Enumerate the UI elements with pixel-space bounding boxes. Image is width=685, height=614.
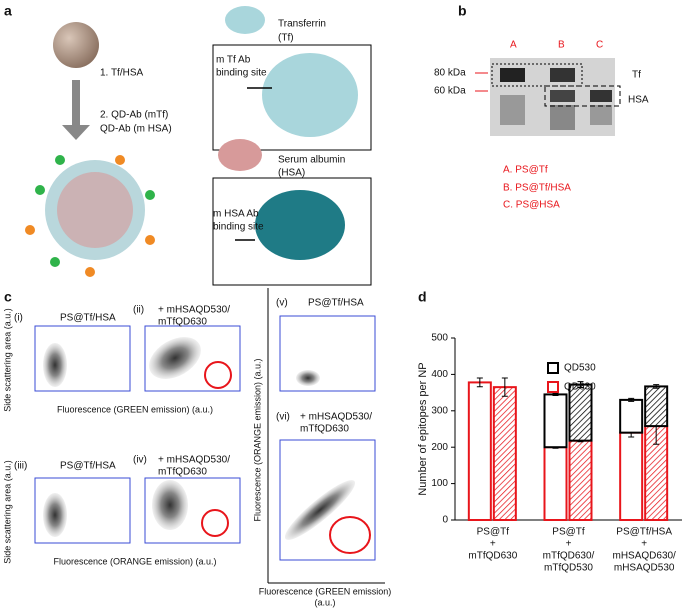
step: 2. QD-Ab (mTf)	[100, 110, 168, 121]
plot-title: + mHSAQD530/	[158, 455, 230, 466]
error-bar	[653, 384, 660, 389]
label: m HSA Ab	[213, 209, 259, 220]
bar	[543, 446, 568, 522]
x-tick-label: PS@Tf	[552, 527, 585, 538]
box	[212, 177, 372, 286]
legend-label: QD530	[564, 363, 596, 374]
plot-title: mTfQD630	[158, 317, 207, 328]
x-tick-label: mTfQD630	[468, 551, 517, 562]
axis-label: Side scattering area (a.u.)	[2, 460, 12, 564]
step: 1. Tf/HSA	[100, 68, 143, 79]
bar	[619, 431, 644, 522]
plot-title: mTfQD630	[158, 467, 207, 478]
corona	[57, 172, 133, 248]
lane-label: B	[558, 40, 565, 51]
y-tick-label: 300	[431, 405, 448, 416]
x-tick-label: +	[641, 539, 647, 550]
marker: 60 kDa	[434, 86, 466, 97]
lane-label: C	[596, 40, 603, 51]
x-tick-label: +	[566, 539, 572, 550]
panel-label: b	[458, 3, 467, 19]
label: m Tf Ab	[216, 55, 251, 66]
label: Serum albumin	[278, 155, 345, 166]
x-tick-label: PS@Tf	[477, 527, 510, 538]
plot-tag: (iii)	[14, 461, 27, 472]
panel-a: 1. Tf/HSA 2. QD-Ab (mTf) QD-Ab (m HSA) T…	[25, 6, 372, 286]
x-tick-label: mTfQD530	[544, 563, 593, 574]
y-tick-label: 400	[431, 369, 448, 380]
legend: C. PS@HSA	[503, 200, 560, 211]
band-label: Tf	[632, 70, 641, 81]
plot-title: PS@Tf/HSA	[308, 298, 364, 309]
protein	[255, 190, 345, 260]
axis-label: Side scattering area (a.u.)	[2, 308, 12, 412]
error-bar	[501, 377, 508, 397]
plot-title: mTfQD630	[300, 424, 349, 435]
step: QD-Ab (m HSA)	[100, 124, 172, 135]
box	[212, 44, 372, 151]
x-tick-label: PS@Tf/HSA	[616, 527, 672, 538]
x-tick-label: mHSAQD530	[614, 563, 675, 574]
plot-tag: (vi)	[276, 412, 290, 423]
legend: A. PS@Tf	[503, 165, 548, 176]
plot-title: + mHSAQD530/	[158, 305, 230, 316]
panel-label: d	[418, 289, 427, 305]
y-axis-label: Number of epitopes per NP	[417, 362, 429, 495]
bar	[568, 439, 593, 522]
bar	[568, 383, 593, 442]
axis-label: (a.u.)	[314, 597, 335, 607]
plot-title: + mHSAQD530/	[300, 412, 372, 423]
axis-label: Fluorescence (ORANGE emission) (a.u.)	[252, 358, 262, 521]
legend: B. PS@Tf/HSA	[503, 183, 571, 194]
x-tick-label: mTfQD630/	[543, 551, 595, 562]
particle	[53, 22, 99, 68]
error-bar	[577, 381, 584, 389]
label: (HSA)	[278, 168, 305, 179]
bar	[543, 393, 568, 449]
axis-label: Fluorescence (ORANGE emission) (a.u.)	[53, 556, 216, 566]
bar	[492, 386, 517, 522]
error-bar	[476, 377, 483, 388]
error-bar	[628, 397, 635, 402]
panel-c: (i) PS@Tf/HSA (ii) + mHSAQD530/ mTfQD630…	[2, 288, 391, 607]
legend-label: QD630	[564, 382, 596, 393]
x-tick-label: +	[490, 539, 496, 550]
arrow	[72, 80, 80, 125]
label: binding site	[213, 222, 264, 233]
y-tick-label: 100	[431, 478, 448, 489]
plot-title: PS@Tf/HSA	[60, 313, 116, 324]
arrow	[62, 125, 90, 140]
legend-swatch	[547, 381, 559, 393]
panel-b: A B C 80 kDa 60 kDa Tf HSA A. PS@Tf B. P…	[434, 40, 649, 211]
protein	[262, 53, 358, 137]
bar	[644, 385, 669, 428]
plot-tag: (v)	[276, 298, 288, 309]
x-tick-label: mHSAQD630/	[612, 551, 676, 562]
panel-label: c	[4, 289, 12, 305]
marker: 80 kDa	[434, 68, 466, 79]
axis-label: Fluorescence (GREEN emission) (a.u.)	[57, 404, 213, 414]
bar	[619, 398, 644, 434]
plot-tag: (iv)	[133, 455, 147, 466]
plot-tag: (i)	[14, 313, 23, 324]
label: Transferrin	[278, 19, 326, 30]
plot-tag: (ii)	[133, 305, 144, 316]
band-label: HSA	[628, 95, 649, 106]
label: binding site	[216, 68, 267, 79]
y-tick-label: 0	[442, 515, 448, 526]
axis-label: Fluorescence (GREEN emission)	[259, 586, 392, 596]
y-tick-label: 200	[431, 442, 448, 453]
panel-label: a	[4, 3, 12, 19]
error-bar	[552, 392, 559, 397]
panel-d: 0 100 200 300 400 500 Number of epitopes per N…	[417, 333, 682, 574]
lane-label: A	[510, 40, 517, 51]
legend-swatch	[547, 362, 559, 374]
label: (Tf)	[278, 33, 294, 44]
y-tick-label: 500	[431, 333, 448, 344]
plot-title: PS@Tf/HSA	[60, 461, 116, 472]
bar	[467, 381, 492, 521]
